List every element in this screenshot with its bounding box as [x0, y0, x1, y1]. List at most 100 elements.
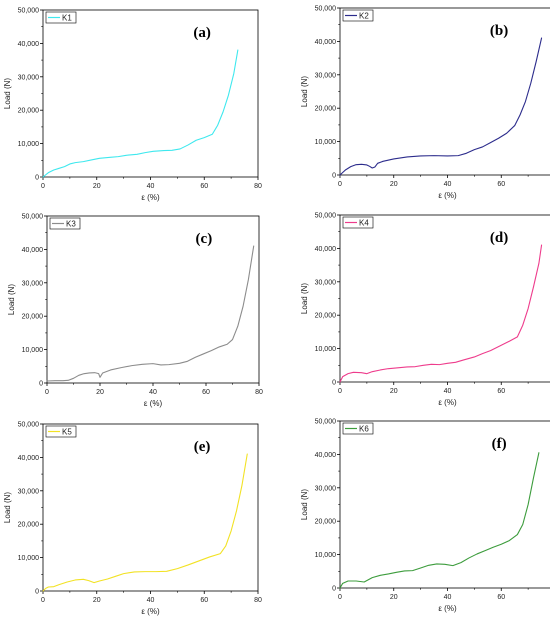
x-tick-label: 40 — [147, 183, 155, 190]
legend-label: K2 — [359, 12, 369, 21]
x-tick-label: 0 — [338, 388, 342, 395]
y-axis-title: Load (N) — [300, 283, 309, 314]
x-tick-label: 80 — [254, 597, 262, 604]
y-tick-label: 40,000 — [315, 39, 337, 46]
y-tick-label: 10,000 — [22, 347, 44, 354]
y-axis-title: Load (N) — [3, 78, 12, 109]
legend-box — [342, 216, 374, 229]
plot-frame — [46, 215, 260, 384]
x-tick-label: 60 — [200, 597, 208, 604]
x-tick-label: 0 — [41, 183, 45, 190]
y-tick-label: 20,000 — [315, 106, 337, 113]
series-line-k1 — [42, 49, 239, 178]
x-tick-label: 40 — [444, 594, 452, 601]
y-tick-label: 50,000 — [315, 213, 337, 220]
legend: K2 — [342, 9, 374, 22]
x-tick-label: 0 — [45, 389, 49, 396]
x-tick-label: 60 — [202, 389, 210, 396]
y-tick-label: 10,000 — [315, 139, 337, 146]
panel-label: (d) — [490, 230, 508, 246]
x-tick-label: 40 — [444, 388, 452, 395]
x-tick-label: 0 — [338, 594, 342, 601]
x-tick-label: 0 — [338, 181, 342, 188]
chart-c: 0 20 40 60 80 0 10,000 20,000 30,000 40,000 50,000… — [7, 214, 263, 409]
legend-label: K5 — [62, 428, 72, 437]
series-line-k6 — [339, 452, 540, 589]
y-tick-label: 30,000 — [315, 72, 337, 79]
y-tick-label: 30,000 — [18, 488, 40, 495]
y-tick-label: 10,000 — [315, 552, 337, 559]
panel-label: (c) — [196, 231, 213, 247]
y-tick-label: 40,000 — [18, 41, 40, 48]
y-tick-label: 0 — [332, 380, 336, 387]
x-tick-label: 60 — [497, 388, 505, 395]
x-axis-title: ε (%) — [438, 191, 457, 200]
series-line-k5 — [42, 453, 248, 592]
y-tick-label: 10,000 — [18, 555, 40, 562]
legend: K4 — [342, 216, 374, 229]
y-tick-label: 10,000 — [18, 141, 40, 148]
panel-label: (e) — [194, 439, 211, 455]
chart-a: 0 20 40 60 80 0 10,000 20,000 30,000 40,000 50,000… — [3, 8, 262, 203]
x-tick-label: 40 — [444, 181, 452, 188]
x-tick-label: 20 — [390, 594, 398, 601]
plot-frame — [339, 7, 550, 176]
legend-label: K1 — [62, 14, 72, 23]
x-tick-label: 60 — [497, 594, 505, 601]
x-axis-title: ε (%) — [144, 399, 163, 408]
legend: K6 — [342, 422, 374, 435]
x-tick-label: 60 — [497, 181, 505, 188]
y-axis-title: Load (N) — [3, 492, 12, 523]
legend-box — [45, 425, 77, 438]
y-tick-label: 20,000 — [315, 313, 337, 320]
chart-e: 0 20 40 60 80 0 10,000 20,000 30,000 40,000 50,000… — [3, 422, 262, 617]
legend-label: K6 — [359, 425, 369, 434]
series-line-k4 — [339, 244, 543, 383]
legend-label: K3 — [66, 220, 76, 229]
y-tick-label: 30,000 — [315, 279, 337, 286]
legend: K1 — [45, 11, 77, 24]
plot-frame — [42, 423, 259, 592]
y-tick-label: 0 — [332, 173, 336, 180]
y-tick-label: 40,000 — [315, 246, 337, 253]
y-tick-label: 20,000 — [18, 108, 40, 115]
legend-box — [45, 11, 77, 24]
y-tick-label: 0 — [332, 586, 336, 593]
chart-f: 020406080010,00020,00030,00040,00050,000… — [300, 419, 550, 613]
y-tick-label: 30,000 — [315, 485, 337, 492]
x-tick-label: 20 — [93, 183, 101, 190]
plot-frame — [339, 420, 550, 589]
x-tick-label: 20 — [390, 388, 398, 395]
y-tick-label: 20,000 — [315, 519, 337, 526]
y-tick-label: 30,000 — [22, 280, 44, 287]
legend-box — [342, 9, 374, 22]
panel-label: (b) — [490, 23, 508, 39]
y-tick-label: 40,000 — [22, 247, 44, 254]
x-tick-label: 20 — [390, 181, 398, 188]
x-axis-title: ε (%) — [141, 607, 160, 616]
y-tick-label: 0 — [35, 175, 39, 182]
chart-b: 020406080010,00020,00030,00040,00050,000… — [300, 6, 550, 200]
x-tick-label: 80 — [254, 183, 262, 190]
y-tick-label: 40,000 — [315, 452, 337, 459]
y-tick-label: 40,000 — [18, 455, 40, 462]
y-tick-label: 20,000 — [22, 314, 44, 321]
y-tick-label: 20,000 — [18, 522, 40, 529]
y-tick-label: 0 — [39, 381, 43, 388]
legend-label: K4 — [359, 219, 369, 228]
y-axis-title: Load (N) — [300, 489, 309, 520]
legend: K5 — [45, 425, 77, 438]
legend-box — [342, 422, 374, 435]
x-tick-label: 80 — [255, 389, 263, 396]
x-tick-label: 20 — [96, 389, 104, 396]
plot-frame — [339, 214, 550, 383]
x-axis-title: ε (%) — [438, 398, 457, 407]
y-tick-label: 50,000 — [315, 419, 337, 426]
x-tick-label: 60 — [200, 183, 208, 190]
chart-d: 020406080010,00020,00030,00040,00050,000… — [300, 213, 550, 407]
x-tick-label: 0 — [41, 597, 45, 604]
x-tick-label: 40 — [147, 597, 155, 604]
x-tick-label: 40 — [149, 389, 157, 396]
y-tick-label: 50,000 — [18, 8, 40, 15]
